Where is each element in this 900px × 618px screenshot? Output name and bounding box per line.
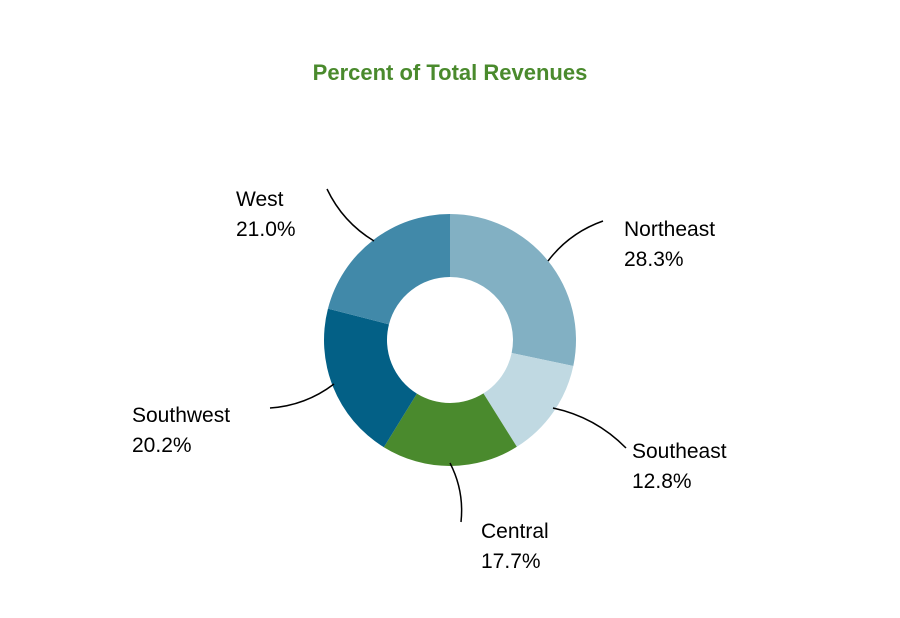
- slice-west: [327, 214, 450, 325]
- leader-line-west: [326, 188, 375, 242]
- slices-layer: [324, 214, 576, 467]
- leader-line-southwest: [269, 383, 335, 409]
- slice-value-northeast: 28.3%: [624, 248, 684, 271]
- leaders-layer: [269, 188, 627, 523]
- slice-label-southeast: Southeast: [632, 440, 727, 463]
- leader-line-southeast: [552, 407, 627, 449]
- slice-southeast: [483, 352, 574, 447]
- slice-central: [383, 393, 517, 467]
- labels-layer: Northeast 28.3% Southeast 12.8% Central 17.7%…: [132, 188, 727, 573]
- slice-value-central: 17.7%: [481, 550, 541, 573]
- chart-title: Percent of Total Revenues: [312, 60, 588, 85]
- slice-label-central: Central: [481, 520, 549, 543]
- slice-southwest: [324, 308, 417, 448]
- slice-label-west: West: [236, 188, 284, 211]
- slice-value-southeast: 12.8%: [632, 470, 692, 493]
- slice-label-southwest: Southwest: [132, 404, 230, 427]
- slice-label-northeast: Northeast: [624, 218, 715, 241]
- slice-value-southwest: 20.2%: [132, 434, 192, 457]
- slice-northeast: [450, 214, 576, 366]
- slice-value-west: 21.0%: [236, 218, 296, 241]
- leader-line-central: [449, 462, 463, 523]
- leader-line-northeast: [547, 220, 604, 262]
